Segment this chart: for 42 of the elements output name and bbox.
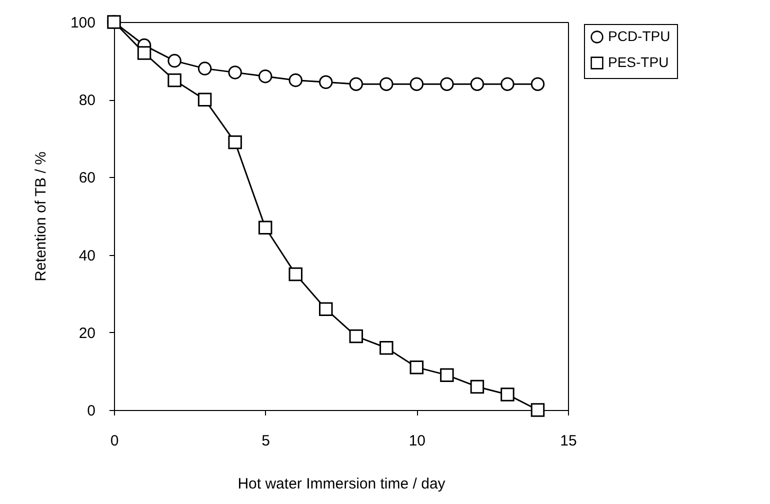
point: [318, 75, 333, 89]
point: [168, 54, 182, 68]
point: [500, 388, 514, 402]
y-tick-label: 20: [78, 324, 96, 342]
point: [380, 341, 394, 355]
point: [440, 77, 454, 91]
point: [288, 267, 302, 282]
point: [470, 380, 484, 394]
point: [530, 77, 545, 91]
y-tick-label: 60: [78, 170, 96, 187]
y-tick-label: 100: [70, 14, 96, 32]
y-tick-label: 0: [87, 402, 96, 420]
point: [318, 302, 333, 316]
point: [107, 15, 121, 29]
legend-label: PCD-TPU: [608, 28, 670, 44]
point: [500, 77, 514, 91]
point: [288, 73, 302, 88]
point: [380, 77, 394, 91]
legend-label: PES-TPU: [608, 54, 669, 70]
y-axis-title: Retention of TB / %: [32, 152, 50, 282]
point: [198, 92, 212, 106]
point: [349, 329, 364, 344]
y-tick-label: 40: [78, 247, 96, 264]
x-axis-title: Hot water Immersion time / day: [238, 476, 446, 492]
point: [198, 62, 212, 76]
point: [410, 360, 424, 374]
point: [349, 77, 364, 91]
point: [228, 66, 242, 80]
point: [470, 77, 484, 91]
point: [137, 46, 152, 60]
point: [530, 403, 545, 417]
x-tick-label: 5: [262, 432, 270, 450]
point: [228, 135, 242, 150]
x-tick-label: 15: [560, 432, 577, 450]
point: [258, 220, 272, 235]
point: [168, 73, 182, 88]
point: [410, 77, 424, 91]
x-tick-label: 0: [110, 432, 119, 450]
point: [440, 368, 454, 382]
y-tick-label: 80: [78, 92, 96, 110]
x-tick-label: 10: [408, 432, 426, 450]
point: [258, 69, 272, 84]
